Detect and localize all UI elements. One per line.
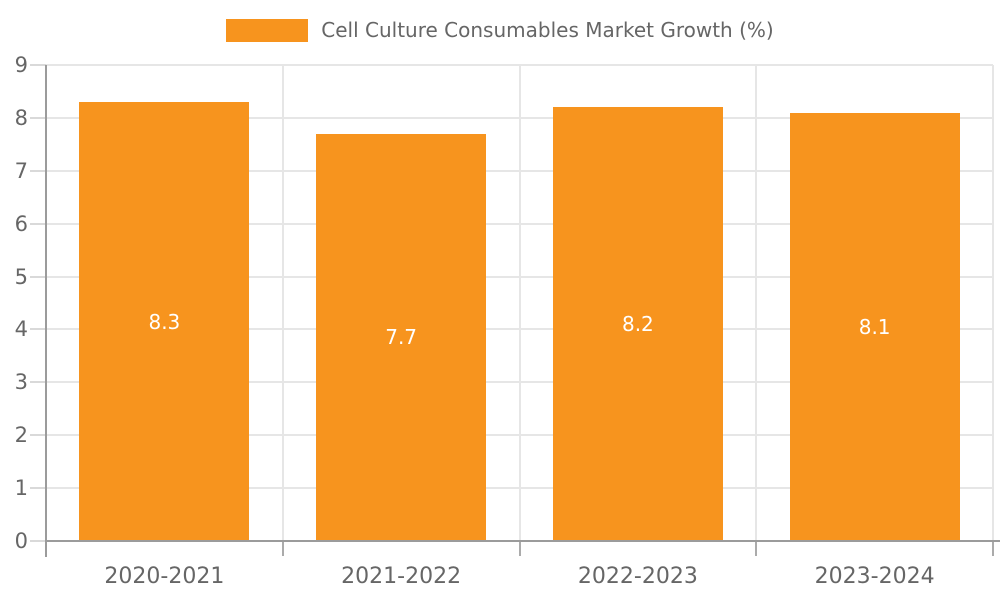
y-tick: [30, 381, 46, 384]
y-tick: [30, 434, 46, 437]
bar: [79, 102, 250, 541]
y-tick: [30, 169, 46, 172]
y-axis-line: [45, 65, 47, 557]
y-tick: [30, 116, 46, 119]
y-axis-tick-label: 6: [14, 211, 28, 236]
bar: [789, 112, 960, 541]
bar-value-label: 7.7: [385, 325, 418, 350]
y-axis-tick-label: 7: [14, 158, 28, 183]
y-tick: [30, 275, 46, 278]
bar-value-label: 8.2: [621, 312, 654, 337]
x-tick: [518, 541, 521, 556]
y-axis-tick-label: 8: [14, 105, 28, 130]
x-axis-category-label: 2023-2024: [814, 564, 935, 589]
x-axis-line: [46, 540, 1000, 542]
y-axis-tick-label: 2: [14, 423, 28, 448]
legend-label: Cell Culture Consumables Market Growth (…: [321, 18, 774, 42]
bar: [316, 133, 487, 541]
bar: [552, 107, 723, 541]
x-gridline: [992, 65, 994, 541]
y-axis-tick-label: 0: [14, 529, 28, 553]
bar-value-label: 8.3: [148, 309, 181, 334]
legend-swatch-icon: [226, 18, 309, 42]
y-tick: [30, 487, 46, 490]
legend: Cell Culture Consumables Market Growth (…: [0, 18, 1000, 42]
y-tick: [30, 328, 46, 331]
y-axis-tick-label: 4: [14, 317, 28, 342]
plot-area: 0 1 2 3 4 5 6 7 8 9 8.3 2020-2021 7.7 2021-2022 8.2 202…: [15, 53, 1000, 589]
bar-value-label: 8.1: [858, 314, 891, 339]
x-axis-category-label: 2021-2022: [341, 564, 462, 589]
x-gridline: [281, 65, 284, 541]
y-tick: [30, 64, 46, 66]
y-axis-tick-label: 5: [14, 264, 28, 289]
y-tick: [30, 540, 46, 542]
x-gridline: [755, 65, 758, 541]
x-gridline: [518, 65, 521, 541]
x-axis-category-label: 2020-2021: [104, 564, 225, 589]
y-tick: [30, 222, 46, 225]
y-axis-tick-label: 1: [14, 476, 28, 501]
x-tick: [281, 541, 284, 556]
y-axis-tick-label: 3: [14, 370, 28, 395]
y-axis-tick-label: 9: [14, 53, 28, 77]
x-tick: [992, 541, 994, 556]
x-axis-category-label: 2022-2023: [577, 564, 698, 589]
x-tick: [755, 541, 758, 556]
